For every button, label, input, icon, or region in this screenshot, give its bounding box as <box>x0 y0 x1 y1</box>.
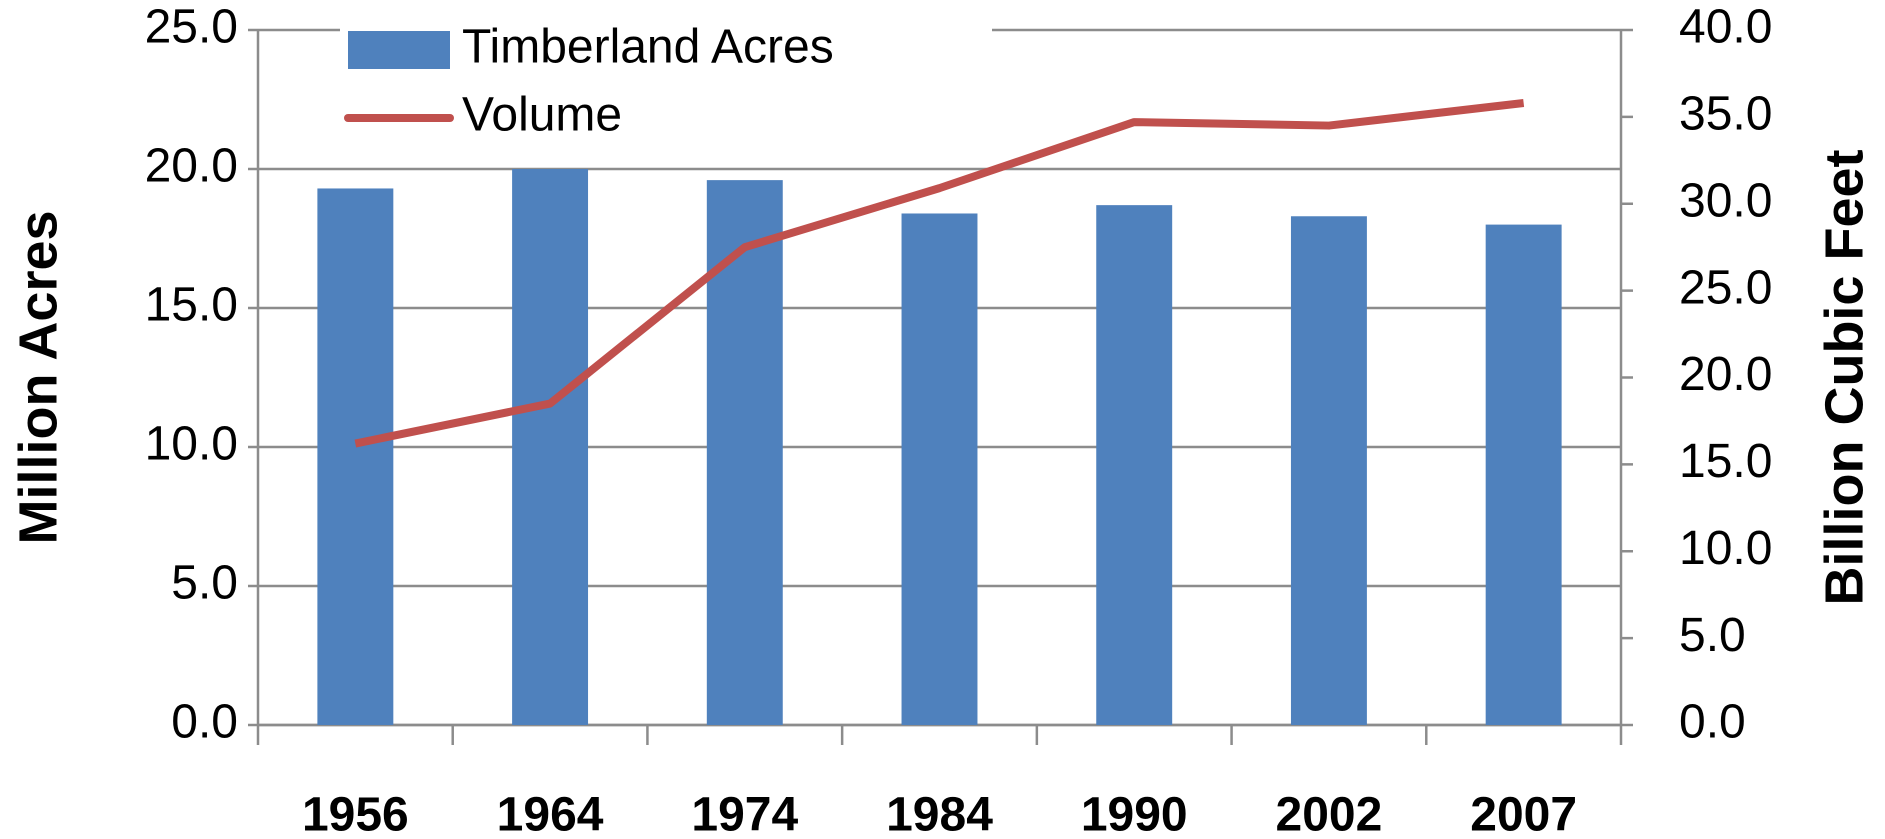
line <box>354 99 1525 448</box>
y2-tick-label: 25.0 <box>1679 261 1772 314</box>
x-tick-label: 1956 <box>302 789 409 839</box>
x-tick-label: 1984 <box>886 789 993 839</box>
y2-tick-label: 10.0 <box>1679 522 1772 575</box>
bar <box>1290 216 1367 725</box>
x-tick-label: 2002 <box>1276 789 1383 839</box>
y2-tick-label: 35.0 <box>1679 88 1772 141</box>
y2-tick-label: 40.0 <box>1679 1 1772 54</box>
y2-tick-label: 15.0 <box>1679 435 1772 488</box>
x-tick-label: 1964 <box>497 789 604 839</box>
legend-label: Volume <box>462 89 622 142</box>
y-tick-label: 5.0 <box>171 557 238 610</box>
bar <box>706 180 783 725</box>
x-tick-label: 1974 <box>691 789 798 839</box>
bar <box>901 213 978 726</box>
y-tick-label: 10.0 <box>145 418 238 471</box>
y2-axis-title: Billion Cubic Feet <box>1814 149 1874 605</box>
y-tick-label: 25.0 <box>145 1 238 54</box>
y-tick-label: 20.0 <box>145 140 238 193</box>
legend-label: Timberland Acres <box>462 21 834 74</box>
bar <box>1485 224 1562 725</box>
y-axis-title: Million Acres <box>8 210 68 544</box>
y-tick-label: 0.0 <box>171 696 238 749</box>
y2-tick-label: 20.0 <box>1679 348 1772 401</box>
y2-tick-label: 5.0 <box>1679 609 1746 662</box>
bar <box>317 188 394 725</box>
y-tick-label: 15.0 <box>145 279 238 332</box>
y2-tick-label: 0.0 <box>1679 696 1746 749</box>
x-tick-label: 1990 <box>1081 789 1188 839</box>
legend-swatch <box>348 31 450 69</box>
bar <box>1096 205 1173 725</box>
y2-tick-label: 30.0 <box>1679 174 1772 227</box>
bar <box>512 169 589 725</box>
x-tick-label: 2007 <box>1470 789 1577 839</box>
